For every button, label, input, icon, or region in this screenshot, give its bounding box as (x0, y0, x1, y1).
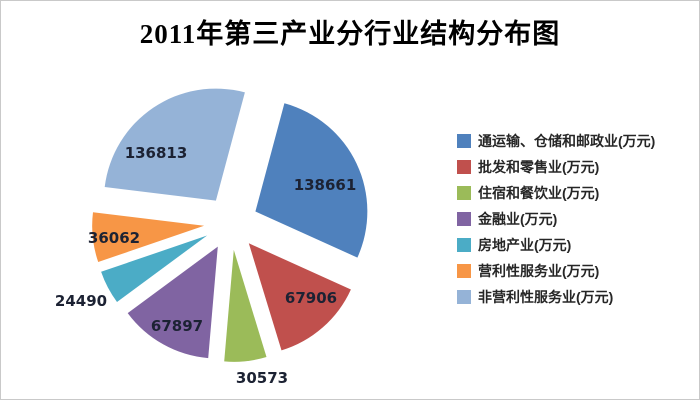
pie-chart: 138661 67906 30573 67897 24490 36062 136813 (55, 88, 368, 387)
legend-swatch-icon (457, 290, 471, 304)
pie-slice-4 (127, 246, 218, 359)
legend-label: 通运输、仓储和邮政业(万元) (478, 133, 656, 149)
data-label-3: 30573 (236, 369, 288, 387)
data-label-6: 36062 (88, 229, 140, 247)
pie-slice-2 (248, 243, 351, 351)
data-label-7: 136813 (125, 144, 188, 162)
legend-label: 批发和零售业(万元) (478, 159, 600, 175)
legend-item-4: 金融业(万元) (457, 206, 655, 232)
pie-slice-5 (101, 235, 208, 302)
legend-item-6: 营利性服务业(万元) (457, 258, 655, 284)
legend-item-1: 通运输、仓储和邮政业(万元) (457, 128, 655, 154)
legend-item-7: 非营利性服务业(万元) (457, 284, 655, 310)
legend-item-2: 批发和零售业(万元) (457, 154, 655, 180)
legend-item-3: 住宿和餐饮业(万元) (457, 180, 655, 206)
legend-swatch-icon (457, 160, 471, 174)
data-label-4: 67897 (151, 317, 203, 335)
pie-slice-3 (224, 249, 267, 362)
legend-swatch-icon (457, 264, 471, 278)
legend-swatch-icon (457, 238, 471, 252)
data-label-2: 67906 (285, 289, 337, 307)
legend-swatch-icon (457, 212, 471, 226)
legend-label: 营利性服务业(万元) (478, 263, 600, 279)
legend-label: 金融业(万元) (478, 211, 558, 227)
legend-swatch-icon (457, 134, 471, 148)
data-label-1: 138661 (294, 176, 357, 194)
legend-item-5: 房地产业(万元) (457, 232, 655, 258)
legend-swatch-icon (457, 186, 471, 200)
legend-label: 住宿和餐饮业(万元) (478, 185, 600, 201)
legend-label: 非营利性服务业(万元) (478, 289, 614, 305)
pie-slice-1 (255, 103, 368, 258)
pie-slice-6 (92, 212, 205, 262)
data-label-5: 24490 (55, 292, 107, 310)
legend: 通运输、仓储和邮政业(万元) 批发和零售业(万元) 住宿和餐饮业(万元) 金融业(万元… (457, 128, 655, 310)
pie-slice-7 (104, 88, 245, 201)
legend-label: 房地产业(万元) (478, 237, 572, 253)
chart-title: 2011年第三产业分行业结构分布图 (139, 19, 561, 49)
